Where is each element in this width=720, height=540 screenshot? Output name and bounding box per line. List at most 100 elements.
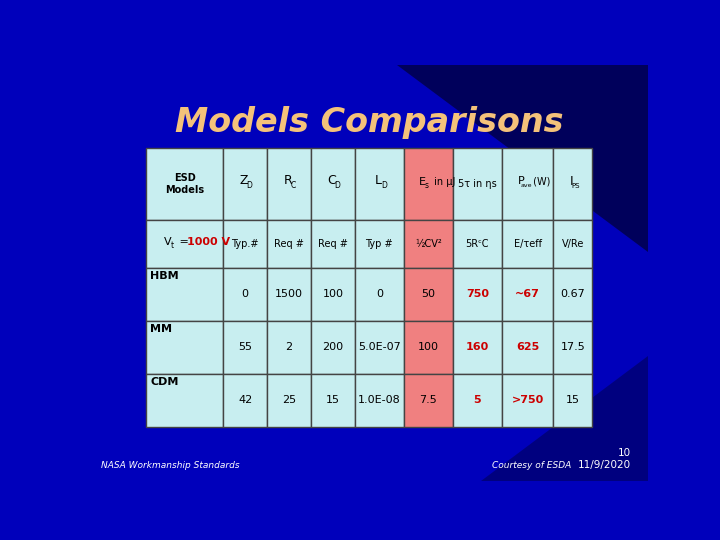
Text: E: E [419,177,426,187]
Text: NASA Workmanship Standards: NASA Workmanship Standards [101,461,240,470]
Bar [145,374,223,427]
Text: 1.0E-08: 1.0E-08 [358,395,401,405]
Bar [453,374,502,427]
Text: CDM: CDM [150,377,179,387]
Text: 0: 0 [242,289,248,300]
Text: (W): (W) [531,177,551,186]
Bar [223,268,267,321]
Bar [311,220,355,268]
Bar [145,220,223,268]
Bar [267,268,311,321]
Text: 5: 5 [474,395,481,405]
Text: 10: 10 [618,448,631,458]
Text: D: D [247,181,253,190]
Bar [453,268,502,321]
Text: 0.67: 0.67 [560,289,585,300]
Bar [404,220,453,268]
Text: 42: 42 [238,395,252,405]
Text: >750: >750 [512,395,544,405]
Bar [502,220,554,268]
Text: V/Re: V/Re [562,239,584,249]
Text: Z: Z [240,174,248,187]
Bar [554,268,592,321]
Bar [554,148,592,220]
Text: D: D [334,181,341,190]
Text: 15: 15 [326,395,340,405]
Bar [502,374,554,427]
Text: ½CV²: ½CV² [415,239,442,249]
Text: in μJ: in μJ [431,177,456,187]
Bar [267,321,311,374]
Bar [502,321,554,374]
Bar [223,321,267,374]
Bar [223,148,267,220]
Text: L: L [374,174,382,187]
Text: Courtesy of ESDA: Courtesy of ESDA [492,461,571,470]
Polygon shape [481,356,648,481]
Bar [404,268,453,321]
Text: D: D [381,181,387,190]
Bar [267,374,311,427]
Bar [267,148,311,220]
Text: HBM: HBM [150,272,179,281]
Text: ~67: ~67 [516,289,540,300]
Bar [502,148,554,220]
Text: C: C [291,181,296,190]
Bar [311,374,355,427]
Text: t: t [171,241,174,250]
Bar [554,321,592,374]
Text: R: R [284,174,292,187]
Text: Req #: Req # [318,239,348,249]
Bar [311,268,355,321]
Bar [311,321,355,374]
Text: Typ #: Typ # [366,239,393,249]
Bar [355,268,404,321]
Text: 11/9/2020: 11/9/2020 [578,460,631,470]
Bar [355,374,404,427]
Text: 25: 25 [282,395,296,405]
Bar [453,321,502,374]
Text: 750: 750 [466,289,489,300]
Bar [554,220,592,268]
Text: 100: 100 [323,289,343,300]
Text: V: V [164,238,171,247]
Bar [267,220,311,268]
Text: 1500: 1500 [275,289,303,300]
Text: 5RᶜC: 5RᶜC [466,239,489,249]
Text: I: I [570,176,573,188]
Text: 2: 2 [285,342,292,352]
Polygon shape [397,65,648,252]
Text: =: = [176,238,189,247]
Text: 50: 50 [421,289,436,300]
Bar [404,321,453,374]
Text: 7.5: 7.5 [420,395,437,405]
Text: ave: ave [521,183,532,188]
Text: E/τeff: E/τeff [513,239,541,249]
Bar [404,374,453,427]
Bar [554,374,592,427]
Text: Req #: Req # [274,239,304,249]
Bar [145,268,223,321]
Text: ESD
Models: ESD Models [165,173,204,195]
Bar [453,148,502,220]
Bar [145,148,223,220]
Bar [404,148,453,220]
Bar [223,220,267,268]
Text: 160: 160 [466,342,489,352]
Text: 100: 100 [418,342,439,352]
Bar [223,374,267,427]
Text: 0: 0 [376,289,383,300]
Text: C: C [328,174,336,187]
Text: MM: MM [150,324,172,334]
Bar [355,321,404,374]
Text: 200: 200 [323,342,343,352]
Bar [502,268,554,321]
Text: 15: 15 [566,395,580,405]
Text: 5τ in ηs: 5τ in ηs [458,179,497,189]
Text: 17.5: 17.5 [560,342,585,352]
Text: Typ.#: Typ.# [231,239,259,249]
Text: Models Comparisons: Models Comparisons [175,106,563,139]
Text: 55: 55 [238,342,252,352]
Text: 1000 V: 1000 V [187,238,230,247]
Bar [355,220,404,268]
